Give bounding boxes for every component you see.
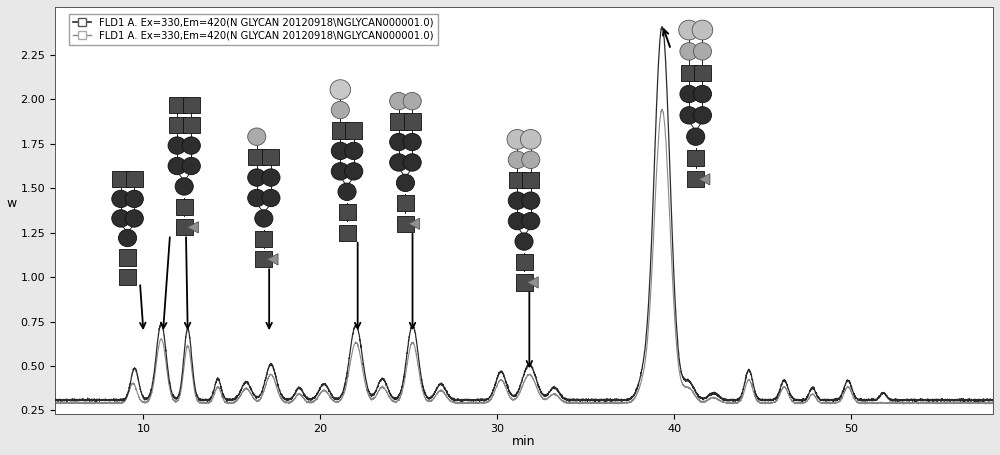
Bar <box>397 216 414 232</box>
Ellipse shape <box>520 130 541 149</box>
Ellipse shape <box>680 43 698 60</box>
Bar <box>339 224 356 241</box>
Bar <box>183 96 200 113</box>
Ellipse shape <box>125 210 143 227</box>
Ellipse shape <box>508 192 526 209</box>
Polygon shape <box>187 222 198 233</box>
Ellipse shape <box>679 20 699 40</box>
Bar <box>169 117 186 133</box>
Ellipse shape <box>118 229 137 247</box>
Bar <box>262 149 279 165</box>
Bar <box>687 150 704 166</box>
Bar <box>332 122 349 139</box>
Ellipse shape <box>522 151 540 168</box>
Bar <box>248 149 265 165</box>
Polygon shape <box>699 174 710 185</box>
Ellipse shape <box>692 20 713 40</box>
Bar <box>176 219 193 235</box>
Bar <box>509 172 526 188</box>
Ellipse shape <box>693 86 712 103</box>
Ellipse shape <box>508 212 526 230</box>
Ellipse shape <box>168 137 186 154</box>
Bar <box>345 122 362 139</box>
Ellipse shape <box>390 133 408 151</box>
Ellipse shape <box>182 157 200 175</box>
Ellipse shape <box>338 183 356 201</box>
Ellipse shape <box>396 174 415 192</box>
Ellipse shape <box>693 106 712 124</box>
Ellipse shape <box>345 142 363 160</box>
Bar <box>255 251 272 268</box>
Ellipse shape <box>248 128 266 146</box>
Ellipse shape <box>125 190 143 207</box>
Legend: FLD1 A. Ex=330,Em=420(N GLYCAN 20120918\NGLYCAN000001.0), FLD1 A. Ex=330,Em=420(: FLD1 A. Ex=330,Em=420(N GLYCAN 20120918\… <box>69 14 438 45</box>
Bar <box>522 172 539 188</box>
Ellipse shape <box>680 106 698 124</box>
Ellipse shape <box>687 128 705 146</box>
Bar <box>126 171 143 187</box>
Ellipse shape <box>508 151 526 168</box>
Ellipse shape <box>345 162 363 180</box>
Bar <box>687 171 704 187</box>
Bar <box>516 254 533 270</box>
Bar <box>404 113 421 130</box>
Bar <box>255 231 272 247</box>
Ellipse shape <box>175 178 193 195</box>
Ellipse shape <box>331 162 349 180</box>
Bar <box>390 113 407 130</box>
Ellipse shape <box>515 233 533 250</box>
Ellipse shape <box>403 133 421 151</box>
Bar <box>339 204 356 220</box>
Ellipse shape <box>112 210 130 227</box>
Ellipse shape <box>255 210 273 227</box>
Bar <box>176 199 193 215</box>
Ellipse shape <box>403 154 421 171</box>
Ellipse shape <box>248 169 266 186</box>
Bar <box>681 65 697 81</box>
Ellipse shape <box>248 189 266 207</box>
Bar <box>397 195 414 212</box>
Ellipse shape <box>693 43 712 60</box>
Polygon shape <box>409 218 420 229</box>
Ellipse shape <box>168 157 186 175</box>
Polygon shape <box>527 277 538 288</box>
Bar <box>183 117 200 133</box>
Bar <box>694 65 711 81</box>
Ellipse shape <box>262 189 280 207</box>
Bar <box>119 249 136 266</box>
Ellipse shape <box>112 190 130 207</box>
Ellipse shape <box>330 80 351 100</box>
Ellipse shape <box>262 169 280 186</box>
Bar <box>112 171 129 187</box>
Bar <box>169 96 186 113</box>
Ellipse shape <box>680 86 698 103</box>
Ellipse shape <box>522 192 540 209</box>
Ellipse shape <box>390 92 408 110</box>
Ellipse shape <box>507 130 528 149</box>
Bar <box>119 269 136 285</box>
Polygon shape <box>267 253 278 265</box>
Ellipse shape <box>390 154 408 171</box>
Y-axis label: w: w <box>7 197 17 211</box>
X-axis label: min: min <box>512 435 536 448</box>
Ellipse shape <box>182 137 200 154</box>
Ellipse shape <box>522 212 540 230</box>
Ellipse shape <box>331 101 349 119</box>
Ellipse shape <box>331 142 349 160</box>
Bar <box>516 274 533 291</box>
Ellipse shape <box>403 92 421 110</box>
